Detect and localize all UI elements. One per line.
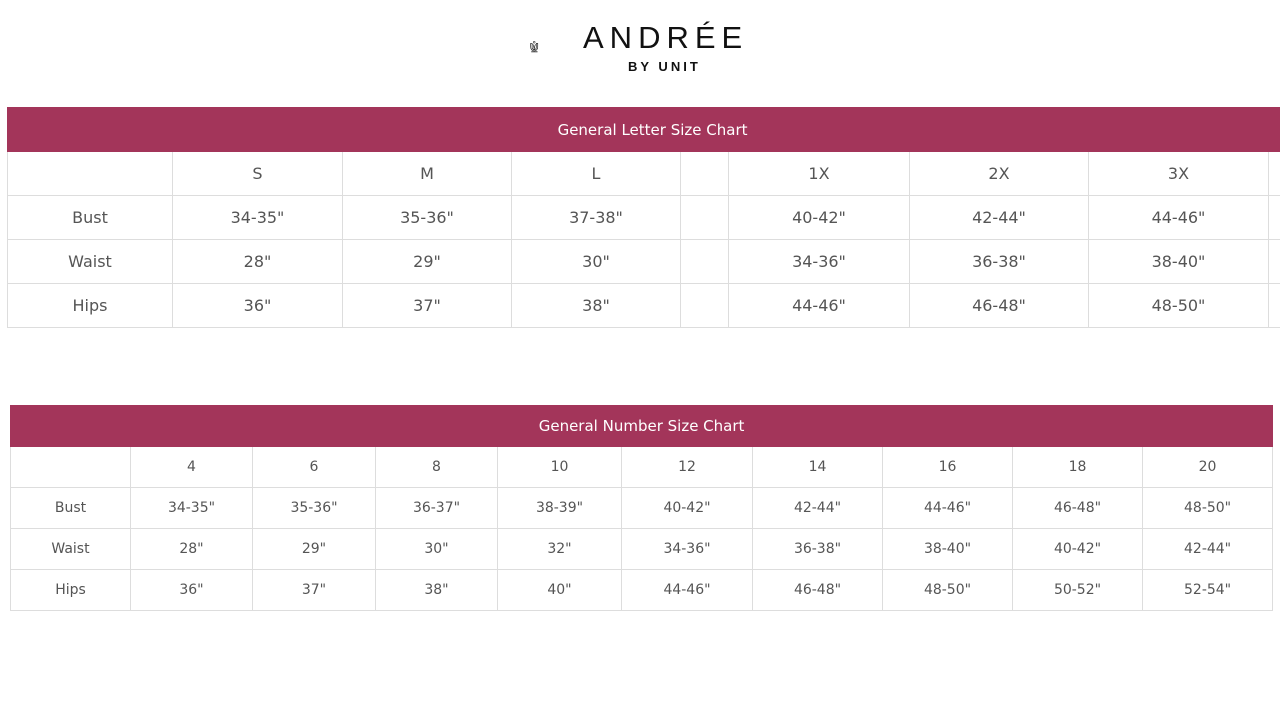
measurement-cell: 44-46" [621, 569, 753, 611]
measurement-cell [680, 239, 729, 284]
measurement-cell: 32" [497, 528, 622, 570]
number-size-table: General Number Size Chart 4 6 8 10 12 14… [9, 405, 1274, 611]
size-header: 14 [752, 446, 883, 488]
measurement-cell: 37" [342, 283, 512, 328]
measurement-cell: 46-48" [1012, 487, 1143, 529]
size-header: 2X [909, 151, 1089, 196]
measurement-cell: 36-38" [909, 239, 1089, 284]
measurement-cell: 36-38" [752, 528, 883, 570]
size-header: 18 [1012, 446, 1143, 488]
measurement-cell [680, 283, 729, 328]
measurement-cell: 44-46" [728, 283, 910, 328]
measurement-cell: 38-40" [882, 528, 1013, 570]
row-label: Waist [7, 239, 173, 284]
measurement-cell: 42-44" [909, 195, 1089, 240]
measurement-cell: 48-50" [882, 569, 1013, 611]
size-header-row: 4 6 8 10 12 14 16 18 20 [10, 446, 1274, 488]
table-row: Bust 34-35" 35-36" 36-37" 38-39" 40-42" 42-44"… [10, 487, 1274, 529]
measurement-cell: 37-38" [511, 195, 681, 240]
measurement-cell: 40-42" [621, 487, 753, 529]
brand-tagline: BY UNIT [628, 59, 701, 74]
size-header: 1X [728, 151, 910, 196]
measurement-cell: 38" [511, 283, 681, 328]
measurement-cell: 38" [375, 569, 498, 611]
table-title: General Letter Size Chart [6, 107, 1280, 152]
size-header: 6 [252, 446, 376, 488]
row-label: Waist [10, 528, 131, 570]
corner-cell [10, 446, 131, 488]
size-header: L [511, 151, 681, 196]
measurement-cell: 46-48" [752, 569, 883, 611]
measurement-cell: 42-44" [752, 487, 883, 529]
measurement-cell: 34-35" [172, 195, 343, 240]
measurement-cell: 28" [172, 239, 343, 284]
letter-size-table: General Letter Size Chart S M L 1X 2X 3X… [6, 107, 1280, 328]
measurement-cell: 48-50" [1088, 283, 1269, 328]
table-row: Waist 28" 29" 30" 32" 34-36" 36-38" 38-40" 40-42… [10, 528, 1274, 570]
corner-cell [7, 151, 173, 196]
measurement-cell: 52-54" [1141, 569, 1274, 611]
measurement-cell: 29" [342, 239, 512, 284]
measurement-cell: 40-42" [728, 195, 910, 240]
measurement-cell: 38-40" [1088, 239, 1269, 284]
size-header: 8 [375, 446, 498, 488]
table-row: Hips 36" 37" 38" 44-46" 46-48" 48-50" [7, 283, 1280, 328]
measurement-cell [1267, 239, 1280, 284]
measurement-cell: 30" [511, 239, 681, 284]
size-header: M [342, 151, 512, 196]
size-header [1267, 151, 1280, 196]
table-row: Bust 34-35" 35-36" 37-38" 40-42" 42-44" 44-46" [7, 195, 1280, 240]
brand-name: ANDRÉE [583, 20, 749, 55]
size-header: 3X [1088, 151, 1269, 196]
size-header-row: S M L 1X 2X 3X [7, 151, 1280, 196]
size-header: 20 [1141, 446, 1274, 488]
brand-logo-icon [530, 40, 539, 53]
size-header: S [172, 151, 343, 196]
measurement-cell: 40" [497, 569, 622, 611]
measurement-cell: 38-39" [497, 487, 622, 529]
measurement-cell: 44-46" [882, 487, 1013, 529]
measurement-cell: 34-35" [130, 487, 253, 529]
measurement-cell: 35-36" [252, 487, 376, 529]
row-label: Hips [7, 283, 173, 328]
size-header: 12 [621, 446, 753, 488]
size-header [680, 151, 729, 196]
measurement-cell: 36" [172, 283, 343, 328]
measurement-cell: 37" [252, 569, 376, 611]
measurement-cell: 34-36" [728, 239, 910, 284]
measurement-cell: 46-48" [909, 283, 1089, 328]
measurement-cell: 50-52" [1012, 569, 1143, 611]
table-row: Waist 28" 29" 30" 34-36" 36-38" 38-40" [7, 239, 1280, 284]
row-label: Hips [10, 569, 131, 611]
table-row: Hips 36" 37" 38" 40" 44-46" 46-48" 48-50" 50-52"… [10, 569, 1274, 611]
measurement-cell: 36" [130, 569, 253, 611]
row-label: Bust [10, 487, 131, 529]
table-title: General Number Size Chart [9, 405, 1274, 447]
size-header: 10 [497, 446, 622, 488]
measurement-cell: 28" [130, 528, 253, 570]
measurement-cell: 40-42" [1012, 528, 1143, 570]
measurement-cell: 42-44" [1141, 528, 1274, 570]
measurement-cell [1267, 195, 1280, 240]
measurement-cell [1267, 283, 1280, 328]
measurement-cell: 34-36" [621, 528, 753, 570]
measurement-cell: 30" [375, 528, 498, 570]
measurement-cell: 29" [252, 528, 376, 570]
measurement-cell: 48-50" [1141, 487, 1274, 529]
measurement-cell [680, 195, 729, 240]
measurement-cell: 44-46" [1088, 195, 1269, 240]
size-header: 16 [882, 446, 1013, 488]
row-label: Bust [7, 195, 173, 240]
measurement-cell: 35-36" [342, 195, 512, 240]
size-header: 4 [130, 446, 253, 488]
measurement-cell: 36-37" [375, 487, 498, 529]
